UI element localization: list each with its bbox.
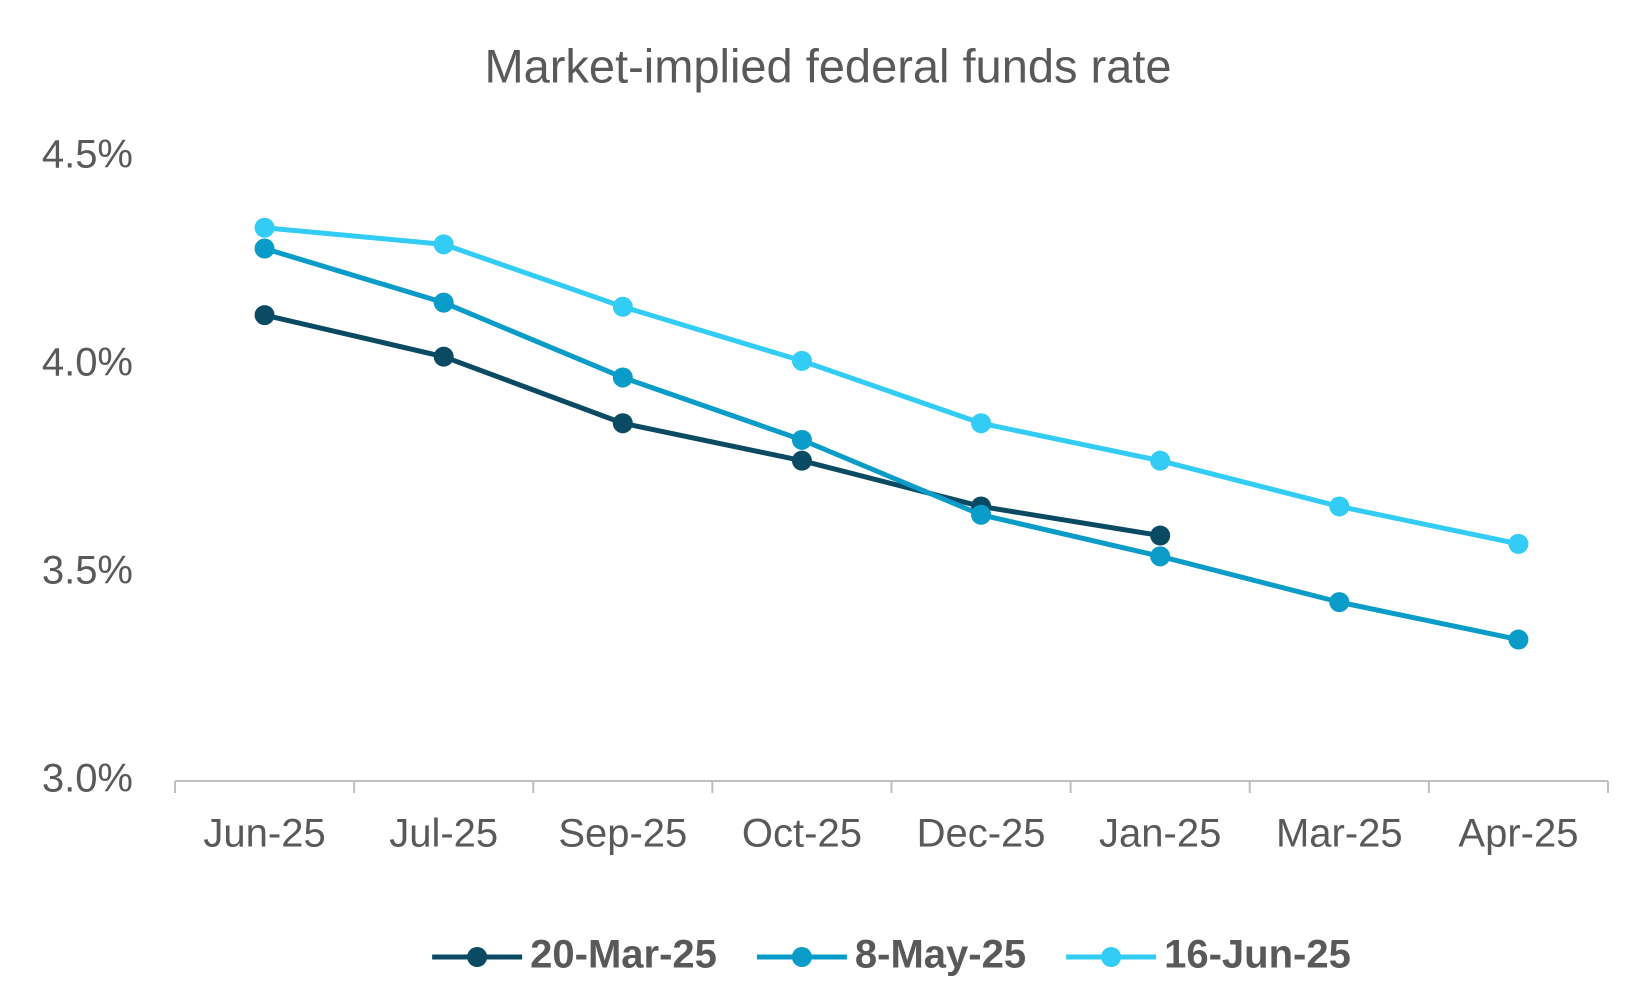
y-tick-label: 3.0% [42, 757, 133, 801]
legend-swatch-marker [467, 947, 488, 967]
data-point [433, 292, 454, 313]
data-point [1150, 525, 1171, 546]
data-point [254, 305, 275, 326]
y-tick-label: 3.5% [42, 549, 133, 593]
x-tick-label: Sep-25 [558, 812, 687, 856]
data-point [791, 350, 812, 371]
data-point [1508, 629, 1529, 650]
data-point [1329, 592, 1350, 613]
data-point [612, 413, 633, 434]
x-tick-label: Mar-25 [1276, 812, 1403, 856]
series-line [263, 312, 1161, 539]
legend-swatch-marker [791, 947, 812, 967]
data-point [1329, 496, 1350, 517]
data-point [971, 413, 992, 434]
legend-label: 16-Jun-25 [1164, 933, 1351, 977]
data-point [254, 238, 275, 259]
series-line [264, 225, 1519, 547]
x-tick-label: Apr-25 [1458, 812, 1578, 856]
chart-title: Market-implied federal funds rate [484, 39, 1171, 92]
legend: 20-Mar-25 8-May-25 16-Jun-25 [432, 933, 1351, 977]
legend-item: 16-Jun-25 [1066, 933, 1351, 977]
x-tick-label: Oct-25 [742, 812, 862, 856]
data-point [791, 450, 812, 471]
legend-swatch-marker [1101, 947, 1122, 967]
data-point [791, 429, 812, 450]
data-point [433, 234, 454, 255]
data-point [1508, 533, 1529, 554]
x-tick-label: Jul-25 [389, 812, 498, 856]
data-point [612, 296, 633, 317]
x-tick-label: Dec-25 [917, 812, 1046, 856]
data-point [971, 504, 992, 525]
legend-item: 8-May-25 [756, 933, 1026, 977]
x-tick-label: Jan-25 [1099, 812, 1221, 856]
series-line [263, 246, 1519, 643]
y-tick-label: 4.0% [42, 341, 133, 385]
data-point [254, 217, 275, 238]
legend-label: 20-Mar-25 [530, 933, 717, 977]
x-tick-label: Jun-25 [203, 812, 325, 856]
y-tick-label: 4.5% [42, 133, 133, 177]
data-point [1150, 450, 1171, 471]
data-point [433, 346, 454, 367]
legend-label: 8-May-25 [855, 933, 1026, 977]
data-point [612, 367, 633, 388]
legend-item: 20-Mar-25 [432, 933, 717, 977]
data-point [1150, 546, 1171, 567]
